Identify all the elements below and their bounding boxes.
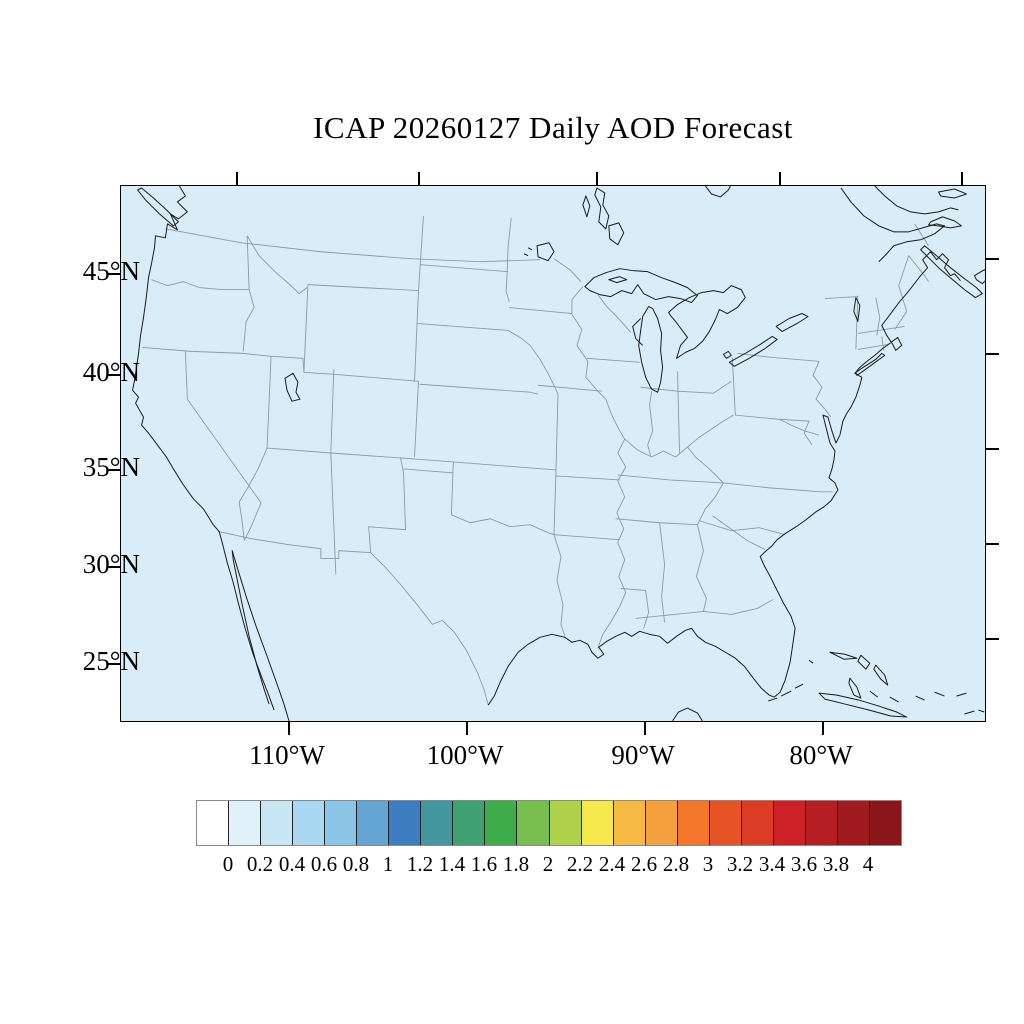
lat-label-30n: 30°N: [82, 549, 140, 579]
axis-tick: [961, 172, 963, 185]
axis-tick: [107, 273, 120, 275]
lat-label-45n: 45°N: [82, 256, 140, 286]
axis-tick: [986, 543, 999, 545]
colorbar-cell: [773, 801, 806, 845]
lat-label-35n: 35°N: [82, 452, 140, 482]
colorbar-cell: [837, 801, 870, 845]
colorbar-tick-label: 0.8: [342, 852, 370, 876]
us-map: [121, 186, 985, 721]
colorbar-cell: [421, 801, 454, 845]
colorbar-cell: [709, 801, 742, 845]
axis-tick: [596, 172, 598, 185]
colorbar-tick-label: 1.6: [470, 852, 498, 876]
colorbar-cell: [869, 801, 902, 845]
axis-tick: [466, 722, 468, 735]
axis-tick: [779, 172, 781, 185]
colorbar-tick-label: 2: [542, 852, 554, 876]
axis-tick: [644, 722, 646, 735]
axis-tick: [107, 663, 120, 665]
colorbar-tick-label: 0.2: [246, 852, 274, 876]
colorbar-cell: [677, 801, 710, 845]
aod-colorbar: [196, 800, 902, 846]
axis-tick: [107, 469, 120, 471]
colorbar-cell: [389, 801, 422, 845]
colorbar-tick-label: 3.2: [726, 852, 754, 876]
colorbar-cell: [229, 801, 262, 845]
lon-label-100w: 100°W: [426, 740, 504, 770]
lat-label-40n: 40°N: [82, 357, 140, 387]
colorbar-tick-label: 1.2: [406, 852, 434, 876]
colorbar-cell: [485, 801, 518, 845]
lon-label-90w: 90°W: [611, 740, 675, 770]
colorbar-tick-label: 0: [222, 852, 234, 876]
colorbar-tick-label: 3.8: [822, 852, 850, 876]
axis-tick: [822, 722, 824, 735]
axis-tick: [986, 258, 999, 260]
colorbar-tick-label: 3.6: [790, 852, 818, 876]
colorbar-cell: [581, 801, 614, 845]
colorbar-tick-label: 1: [382, 852, 394, 876]
axis-tick: [288, 722, 290, 735]
page-title: ICAP 20260127 Daily AOD Forecast: [313, 110, 793, 145]
colorbar-tick-label: 1.8: [502, 852, 530, 876]
colorbar-cell: [517, 801, 550, 845]
colorbar-labels: 0 0.2 0.4 0.6 0.8 1 1.2 1.4 1.6 1.8 2 2.2 2.4 2.6 2.8 3…: [196, 852, 900, 878]
axis-tick: [986, 638, 999, 640]
lon-label-80w: 80°W: [789, 740, 853, 770]
state-borders: [142, 215, 929, 706]
colorbar-tick-label: 0.4: [278, 852, 306, 876]
axis-tick: [986, 353, 999, 355]
lat-label-25n: 25°N: [82, 646, 140, 676]
colorbar-tick-label: 2.8: [662, 852, 690, 876]
colorbar-cell: [549, 801, 582, 845]
colorbar-cell: [805, 801, 838, 845]
colorbar-tick-label: 4: [862, 852, 874, 876]
colorbar-cell: [453, 801, 486, 845]
axis-tick: [236, 172, 238, 185]
colorbar-tick-label: 3.4: [758, 852, 786, 876]
lon-label-110w: 110°W: [249, 740, 325, 770]
colorbar-tick-label: 1.4: [438, 852, 466, 876]
colorbar-tick-label: 3: [702, 852, 714, 876]
colorbar-cell: [261, 801, 294, 845]
coastlines: [132, 186, 985, 721]
map-plot-area: [107, 172, 999, 735]
map-background: [121, 186, 985, 721]
axis-tick: [418, 172, 420, 185]
colorbar-cell: [613, 801, 646, 845]
colorbar-cell: [741, 801, 774, 845]
colorbar-tick-label: 2.4: [598, 852, 626, 876]
colorbar-tick-label: 2.6: [630, 852, 658, 876]
colorbar-cell: [645, 801, 678, 845]
colorbar-tick-label: 2.2: [566, 852, 594, 876]
colorbar-cell: [293, 801, 326, 845]
axis-tick: [107, 374, 120, 376]
colorbar-tick-label: 0.6: [310, 852, 338, 876]
axis-tick: [986, 448, 999, 450]
colorbar-cell: [325, 801, 358, 845]
axis-tick: [107, 566, 120, 568]
colorbar-cell: [197, 801, 230, 845]
colorbar-cell: [357, 801, 390, 845]
